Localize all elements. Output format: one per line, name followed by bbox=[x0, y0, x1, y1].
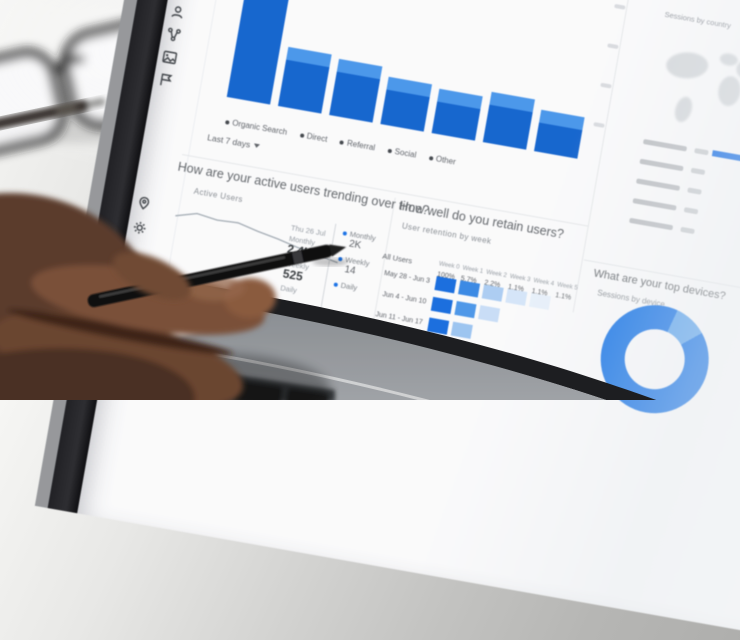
thumb bbox=[112, 252, 192, 300]
photo-scene: Organic Search Direct Referral Social Other … bbox=[0, 0, 740, 400]
screen-bottom-bezel bbox=[186, 282, 657, 400]
finger-gap bbox=[7, 309, 233, 355]
hand-with-pen bbox=[0, 193, 348, 400]
pen-shadow bbox=[312, 258, 348, 266]
lower-hand bbox=[0, 348, 195, 400]
pen-tip bbox=[329, 244, 347, 257]
